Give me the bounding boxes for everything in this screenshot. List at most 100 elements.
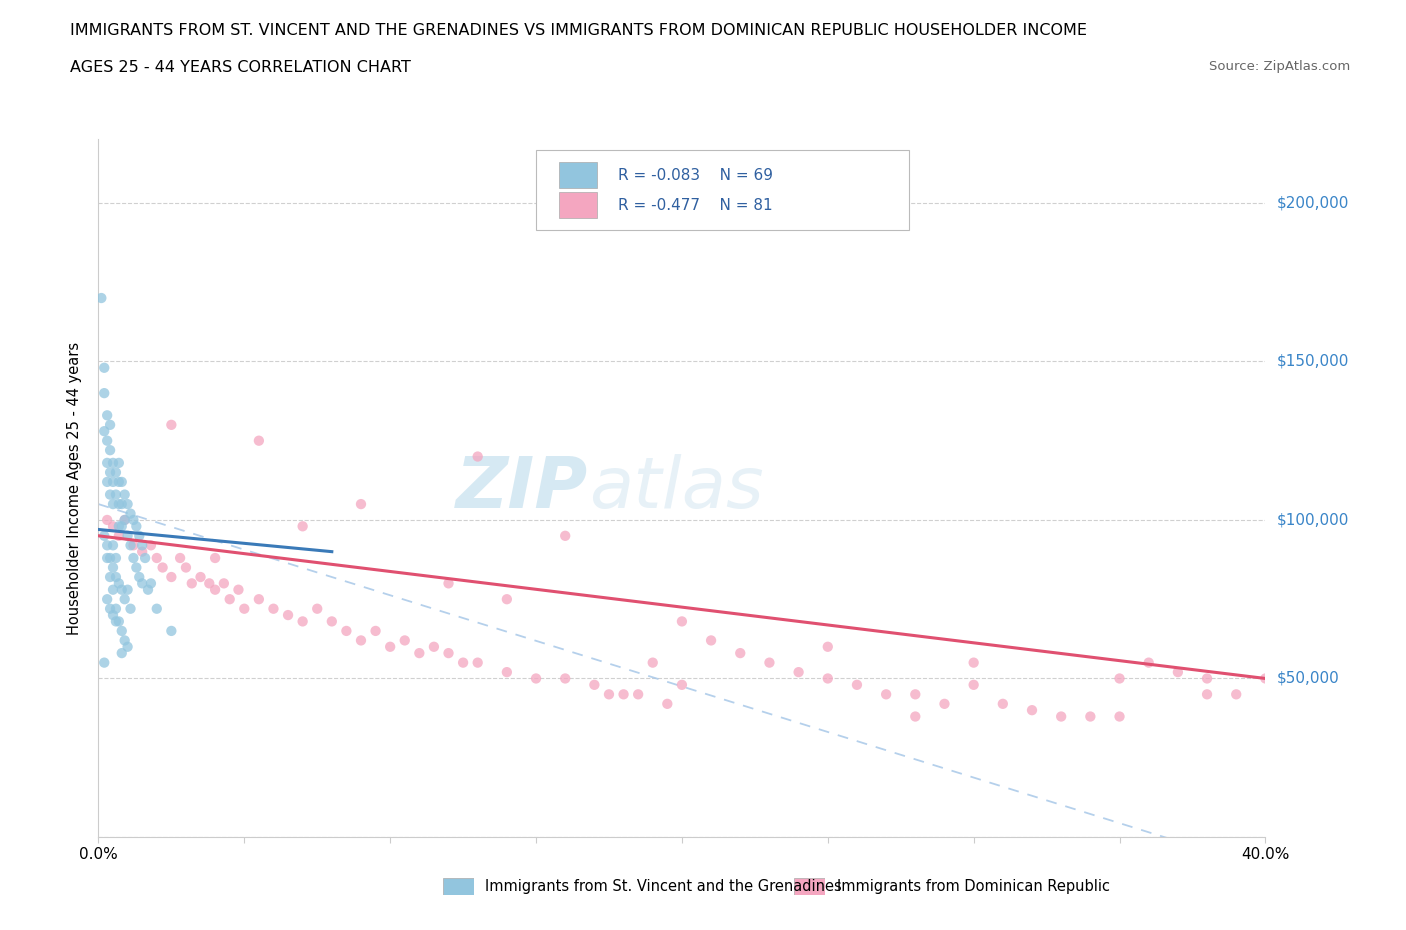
Point bbox=[875, 687, 897, 702]
Point bbox=[108, 519, 131, 534]
Point bbox=[495, 591, 517, 606]
Point bbox=[378, 639, 402, 654]
Point bbox=[122, 512, 145, 527]
Point bbox=[262, 602, 284, 617]
Point bbox=[98, 443, 121, 458]
Point bbox=[962, 677, 984, 692]
Point bbox=[495, 665, 517, 680]
Point bbox=[120, 602, 142, 617]
Point bbox=[408, 645, 430, 660]
Point bbox=[228, 582, 250, 597]
Point bbox=[583, 677, 606, 692]
Point bbox=[451, 655, 474, 670]
Point bbox=[108, 456, 131, 471]
Point bbox=[93, 424, 115, 439]
Point bbox=[125, 519, 148, 534]
Point bbox=[108, 474, 131, 489]
Point bbox=[817, 671, 839, 686]
Point bbox=[160, 418, 183, 432]
Point bbox=[108, 528, 131, 543]
Point bbox=[98, 551, 121, 565]
Point bbox=[101, 519, 124, 534]
Point bbox=[125, 560, 148, 575]
Point bbox=[817, 639, 839, 654]
Point bbox=[96, 512, 118, 527]
Point bbox=[1108, 671, 1130, 686]
Point bbox=[204, 551, 226, 565]
Bar bbox=[560, 192, 596, 219]
Point bbox=[101, 607, 124, 622]
Point bbox=[291, 614, 314, 629]
Point bbox=[96, 408, 118, 423]
Point bbox=[114, 591, 136, 606]
Point bbox=[104, 569, 127, 584]
Point bbox=[96, 433, 118, 448]
Point bbox=[612, 687, 634, 702]
Point bbox=[554, 671, 576, 686]
Point bbox=[437, 576, 460, 591]
Point bbox=[180, 576, 202, 591]
Point bbox=[218, 591, 240, 606]
Point bbox=[96, 551, 118, 565]
Text: Immigrants from Dominican Republic: Immigrants from Dominican Republic bbox=[837, 879, 1109, 894]
Text: ZIP: ZIP bbox=[457, 454, 589, 523]
Point bbox=[198, 576, 221, 591]
Point bbox=[169, 551, 191, 565]
Text: $200,000: $200,000 bbox=[1277, 195, 1348, 210]
Point bbox=[291, 519, 314, 534]
Point bbox=[111, 623, 134, 638]
Point bbox=[101, 560, 124, 575]
Point bbox=[93, 386, 115, 401]
Point bbox=[146, 602, 169, 617]
Point bbox=[641, 655, 664, 670]
Text: IMMIGRANTS FROM ST. VINCENT AND THE GRENADINES VS IMMIGRANTS FROM DOMINICAN REPU: IMMIGRANTS FROM ST. VINCENT AND THE GREN… bbox=[70, 23, 1087, 38]
Point bbox=[93, 360, 115, 375]
Point bbox=[104, 487, 127, 502]
Text: atlas: atlas bbox=[589, 454, 763, 523]
Point bbox=[139, 576, 162, 591]
Point bbox=[111, 645, 134, 660]
Point bbox=[277, 607, 299, 622]
Point bbox=[700, 633, 723, 648]
Text: $150,000: $150,000 bbox=[1277, 354, 1348, 369]
Point bbox=[247, 591, 270, 606]
Point bbox=[934, 697, 956, 711]
Point bbox=[114, 633, 136, 648]
Point bbox=[845, 677, 868, 692]
Point bbox=[117, 639, 139, 654]
Point bbox=[394, 633, 416, 648]
FancyBboxPatch shape bbox=[536, 150, 910, 231]
Point bbox=[467, 449, 489, 464]
Point bbox=[1050, 709, 1073, 724]
Point bbox=[598, 687, 620, 702]
Point bbox=[98, 465, 121, 480]
Point bbox=[128, 528, 150, 543]
Point bbox=[136, 582, 159, 597]
Point bbox=[364, 623, 387, 638]
Point bbox=[787, 665, 810, 680]
Point bbox=[96, 538, 118, 552]
Point bbox=[131, 544, 153, 559]
Point bbox=[1021, 703, 1043, 718]
Point bbox=[104, 614, 127, 629]
Point bbox=[152, 560, 174, 575]
Point bbox=[350, 633, 373, 648]
Point bbox=[627, 687, 650, 702]
Point bbox=[1254, 671, 1277, 686]
Point bbox=[131, 538, 153, 552]
Point bbox=[728, 645, 751, 660]
Point bbox=[146, 551, 169, 565]
Point bbox=[98, 569, 121, 584]
Point bbox=[122, 551, 145, 565]
Point bbox=[114, 512, 136, 527]
Point bbox=[120, 538, 142, 552]
Point bbox=[104, 465, 127, 480]
Point bbox=[139, 538, 162, 552]
Y-axis label: Householder Income Ages 25 - 44 years: Householder Income Ages 25 - 44 years bbox=[67, 341, 83, 635]
Text: $50,000: $50,000 bbox=[1277, 671, 1340, 686]
Point bbox=[350, 497, 373, 512]
Text: $100,000: $100,000 bbox=[1277, 512, 1348, 527]
Point bbox=[108, 614, 131, 629]
Point bbox=[114, 487, 136, 502]
Point bbox=[131, 576, 153, 591]
